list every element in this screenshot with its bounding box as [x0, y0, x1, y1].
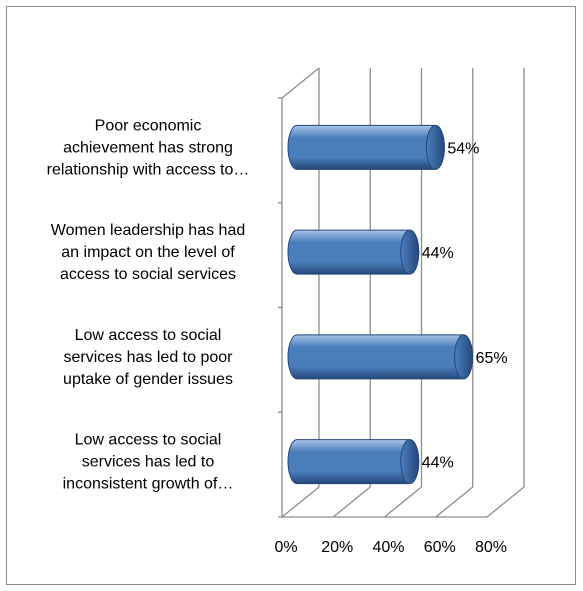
bar-body [287, 439, 420, 485]
bar [287, 229, 420, 275]
data-label: 54% [447, 140, 479, 157]
bar-cap [454, 334, 474, 380]
bar-cap [400, 229, 420, 275]
x-tick-label: 0% [274, 539, 297, 556]
category-label: access to social services [60, 266, 236, 283]
axis-wall-top [281, 67, 320, 99]
category-label: uptake of gender issues [63, 371, 233, 388]
data-label: 44% [422, 245, 454, 262]
gridline-floor [486, 486, 525, 518]
data-label: 65% [476, 350, 508, 367]
category-label: achievement has strong [63, 139, 233, 156]
category-label: Women leadership has had [51, 222, 246, 239]
category-label: relationship with access to… [47, 161, 250, 178]
bar-cap [400, 439, 420, 485]
category-label: services has led to poor [64, 349, 234, 366]
category-label: an impact on the level of [61, 244, 235, 261]
gridline-floor [281, 486, 320, 518]
bar [287, 334, 474, 380]
category-label: Low access to social [75, 432, 222, 449]
bar [287, 439, 420, 485]
category-label: Poor economic [95, 117, 202, 134]
category-label: services has led to [82, 454, 215, 471]
bar-body [287, 229, 420, 275]
x-tick-label: 40% [372, 539, 404, 556]
gridline-floor [332, 486, 371, 518]
bar-cap [425, 124, 445, 170]
x-tick-label: 60% [424, 539, 456, 556]
x-tick-label: 20% [321, 539, 353, 556]
category-label: Low access to social [75, 327, 222, 344]
x-tick-label: 80% [475, 539, 507, 556]
bar-body [287, 334, 474, 380]
bar-body [287, 124, 445, 170]
chart-frame [6, 6, 576, 585]
bar [287, 124, 445, 170]
bars [287, 124, 474, 485]
gridline-floor [435, 486, 474, 518]
gridline-floor [384, 486, 422, 518]
category-label: inconsistent growth of… [63, 476, 234, 493]
data-label: 44% [422, 455, 454, 472]
labels: 0% 20% 40% 60% 80% 54% Poor economic achievemen… [47, 117, 508, 556]
